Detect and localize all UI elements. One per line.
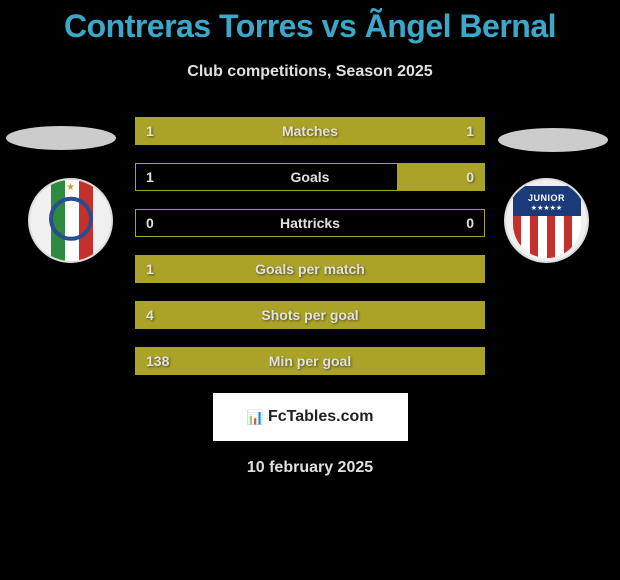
stats-container: 1 Matches 1 1 Goals 0 0 Hattricks 0 1 Go… bbox=[0, 117, 620, 375]
stat-left-value: 1 bbox=[146, 123, 154, 139]
page-title: Contreras Torres vs Ãngel Bernal bbox=[0, 0, 620, 45]
stat-right-value: 0 bbox=[466, 169, 474, 185]
stat-left-value: 4 bbox=[146, 307, 154, 323]
stat-row-goals-per-match: 1 Goals per match bbox=[0, 255, 620, 283]
stat-label: Goals per match bbox=[255, 261, 365, 277]
chart-icon: 📊 bbox=[247, 409, 264, 426]
stat-row-goals: 1 Goals 0 bbox=[0, 163, 620, 191]
stat-label: Min per goal bbox=[269, 353, 351, 369]
watermark-text: FcTables.com bbox=[268, 408, 374, 426]
watermark[interactable]: 📊 FcTables.com bbox=[213, 393, 408, 441]
stat-right-value: 0 bbox=[466, 215, 474, 231]
stat-right-value: 1 bbox=[466, 123, 474, 139]
bar-left bbox=[136, 164, 397, 190]
stat-label: Matches bbox=[282, 123, 338, 139]
stat-row-hattricks: 0 Hattricks 0 bbox=[0, 209, 620, 237]
subtitle: Club competitions, Season 2025 bbox=[0, 63, 620, 81]
stat-label: Hattricks bbox=[280, 215, 340, 231]
stat-left-value: 1 bbox=[146, 261, 154, 277]
stat-left-value: 0 bbox=[146, 215, 154, 231]
date: 10 february 2025 bbox=[0, 459, 620, 477]
stat-left-value: 1 bbox=[146, 169, 154, 185]
stat-left-value: 138 bbox=[146, 353, 169, 369]
stat-label: Goals bbox=[291, 169, 330, 185]
stat-row-shots-per-goal: 4 Shots per goal bbox=[0, 301, 620, 329]
stat-row-min-per-goal: 138 Min per goal bbox=[0, 347, 620, 375]
stat-label: Shots per goal bbox=[261, 307, 358, 323]
stat-row-matches: 1 Matches 1 bbox=[0, 117, 620, 145]
